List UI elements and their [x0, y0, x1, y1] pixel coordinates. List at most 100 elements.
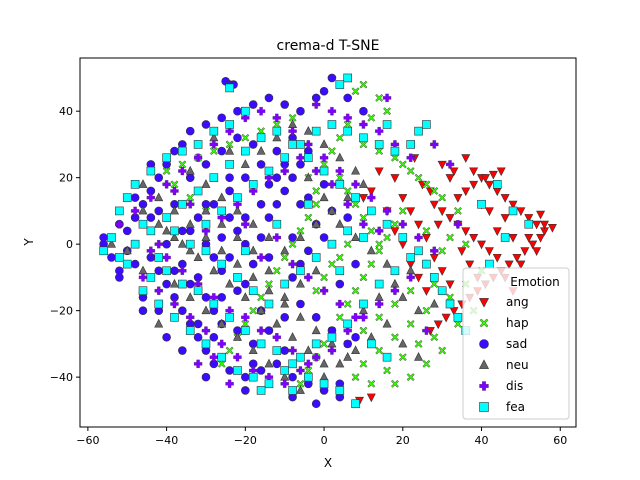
point-fea: [154, 299, 164, 309]
point-fea: [162, 266, 171, 276]
point-dis: [327, 107, 337, 116]
point-ang: [374, 167, 384, 177]
point-dis: [193, 153, 203, 162]
x-axis-label: X: [324, 456, 332, 470]
point-dis: [272, 233, 281, 242]
point-neu: [177, 239, 187, 248]
point-ang: [414, 220, 424, 230]
point-hap: [383, 366, 392, 375]
point-sad: [233, 133, 242, 143]
point-sad: [288, 273, 297, 282]
point-dis: [146, 246, 156, 255]
point-neu: [193, 252, 203, 261]
point-ang: [524, 214, 534, 223]
point-fea: [264, 166, 274, 176]
point-fea: [225, 160, 234, 169]
point-sad: [225, 173, 234, 182]
point-sad: [272, 199, 282, 209]
point-fea: [170, 312, 179, 322]
point-neu: [232, 232, 242, 242]
point-neu: [138, 265, 148, 275]
point-fea: [146, 166, 156, 176]
point-dis: [406, 273, 415, 282]
point-ang: [536, 210, 546, 220]
point-sad: [296, 199, 305, 209]
point-fea: [304, 199, 313, 209]
point-ang: [500, 194, 510, 203]
point-ang: [390, 174, 400, 183]
point-sad: [319, 180, 329, 189]
x-tick-label: 60: [553, 434, 567, 447]
x-axis-ticks: −60 −40 −20 0 20 40 60: [76, 427, 567, 447]
point-neu: [429, 298, 439, 308]
point-ang: [496, 167, 506, 177]
point-dis: [398, 220, 407, 229]
point-dis: [209, 140, 218, 149]
point-neu: [295, 278, 305, 288]
point-neu: [280, 292, 290, 301]
point-sad: [162, 332, 171, 342]
point-fea: [311, 126, 321, 136]
point-sad: [122, 226, 132, 236]
point-hap: [217, 359, 226, 368]
point-hap: [367, 113, 376, 122]
point-ang: [469, 234, 479, 243]
point-hap: [390, 153, 399, 162]
point-ang: [421, 287, 431, 296]
point-dis: [375, 126, 384, 136]
legend-label-neu: neu: [506, 358, 529, 372]
point-sad: [162, 239, 171, 249]
point-hap: [359, 273, 368, 282]
point-neu: [169, 232, 179, 242]
point-dis: [312, 166, 321, 176]
x-tick-label: −40: [155, 434, 178, 447]
point-sad: [201, 293, 211, 302]
point-dis: [162, 253, 171, 262]
point-ang: [488, 170, 498, 180]
point-neu: [201, 232, 211, 242]
point-sad: [256, 366, 266, 375]
point-dis: [304, 359, 313, 368]
legend-marker-fea: [479, 402, 489, 412]
point-dis: [193, 359, 203, 368]
point-sad: [248, 140, 258, 149]
point-dis: [296, 366, 305, 375]
point-fea: [256, 133, 266, 143]
point-hap: [335, 313, 344, 322]
point-sad: [335, 279, 345, 289]
point-ang: [433, 320, 443, 330]
point-dis: [445, 160, 455, 169]
point-hap: [438, 346, 447, 355]
point-sad: [217, 146, 227, 156]
point-ang: [547, 224, 557, 233]
point-fea: [304, 372, 313, 382]
legend-label-ang: ang: [506, 295, 529, 309]
point-neu: [106, 239, 116, 248]
point-neu: [264, 358, 274, 368]
point-ang: [469, 167, 479, 177]
point-sad: [241, 173, 250, 182]
point-fea: [359, 233, 368, 242]
point-hap: [414, 339, 423, 348]
point-fea: [429, 273, 439, 282]
point-dis: [288, 259, 297, 269]
legend-marker-sad: [479, 339, 489, 349]
point-hap: [390, 220, 399, 229]
point-dis: [359, 120, 368, 129]
point-fea: [343, 126, 352, 136]
point-fea: [351, 193, 360, 202]
point-ang: [445, 280, 455, 290]
point-sad: [225, 366, 234, 375]
point-sad: [201, 120, 211, 129]
x-tick-label: −60: [76, 434, 99, 447]
point-fea: [304, 153, 313, 163]
point-sad: [248, 259, 258, 269]
point-sad: [343, 213, 352, 222]
point-ang: [429, 200, 439, 210]
point-neu: [154, 318, 164, 328]
x-tick-label: 40: [475, 434, 489, 447]
point-sad: [343, 93, 352, 103]
point-fea: [256, 386, 266, 395]
point-fea: [311, 253, 321, 262]
point-hap: [343, 300, 352, 308]
